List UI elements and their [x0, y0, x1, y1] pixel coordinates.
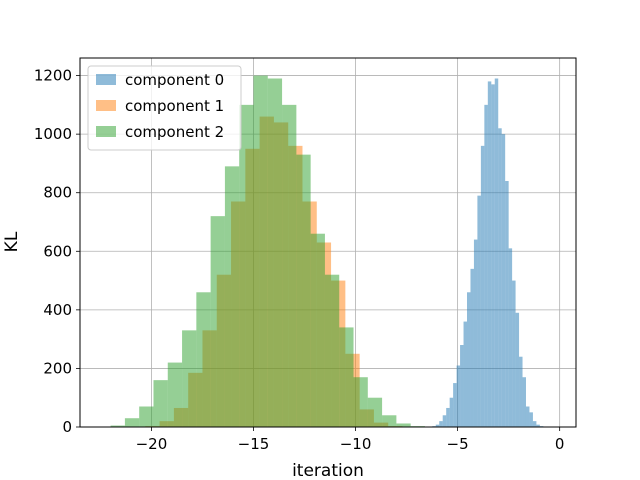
x-tick-label: 0	[555, 435, 565, 453]
histogram-bar	[536, 424, 540, 427]
histogram-bar	[446, 407, 450, 427]
y-tick-label: 0	[62, 418, 72, 436]
histogram-bar	[519, 356, 523, 427]
legend-swatch	[96, 126, 116, 137]
histogram-bar	[529, 412, 533, 427]
histogram-bar	[324, 274, 340, 427]
histogram-bar	[515, 312, 520, 427]
y-axis-label: KL	[2, 231, 22, 252]
histogram-bar	[367, 397, 383, 427]
histogram-bar	[522, 377, 526, 427]
histogram-bar	[473, 239, 478, 427]
histogram-bar	[505, 181, 509, 427]
x-tick-label: −5	[447, 435, 469, 453]
legend-box	[87, 65, 242, 151]
legend-swatch	[96, 100, 116, 111]
histogram-bar	[253, 75, 268, 428]
histogram-bar	[296, 154, 311, 427]
histogram-bar	[267, 78, 283, 427]
histogram-bar	[477, 195, 481, 427]
histogram-bar	[467, 292, 471, 427]
legend-label: component 1	[125, 97, 224, 115]
histogram-bar	[449, 397, 454, 427]
histogram-bar	[480, 145, 485, 427]
legend: component 0 component 1 component 2	[87, 65, 242, 151]
series-0-bars	[432, 78, 561, 428]
histogram-bar	[460, 345, 464, 427]
histogram-bar	[396, 423, 411, 427]
histogram-bar	[124, 418, 140, 427]
histogram-bar	[494, 78, 499, 427]
histogram-bar	[491, 84, 495, 427]
legend-swatch	[96, 74, 116, 85]
histogram-bar	[182, 330, 197, 427]
histogram-bar	[525, 406, 530, 427]
y-tick-label: 800	[43, 184, 72, 202]
y-tick-label: 1000	[34, 125, 72, 143]
histogram-bar	[153, 380, 168, 427]
histogram-bar	[139, 406, 154, 427]
histogram-bar	[435, 424, 440, 427]
histogram-bar	[508, 248, 513, 427]
histogram-bar	[439, 421, 443, 427]
histogram-bar	[110, 425, 125, 427]
axis-ticks: −20 −15 −10 −5 0 0 200 400 600 800 1000 1200	[34, 67, 565, 453]
y-tick-label: 400	[43, 301, 72, 319]
histogram-bar	[442, 415, 447, 427]
plot-frame	[79, 57, 577, 428]
histogram-bar	[498, 128, 502, 428]
histogram-bar	[501, 134, 506, 427]
histogram-bar	[239, 104, 254, 427]
histogram-bar	[310, 233, 325, 427]
histogram-bar	[224, 166, 240, 427]
y-tick-label: 200	[43, 359, 72, 377]
x-axis-label: iteration	[292, 461, 364, 480]
histogram-bar	[339, 327, 354, 427]
histogram-bar	[512, 280, 516, 427]
histogram-bar	[456, 365, 461, 427]
x-tick-label: −10	[340, 435, 372, 453]
histogram-bar	[210, 216, 225, 427]
histogram-bar	[282, 104, 297, 427]
histogram-bar	[532, 421, 537, 427]
legend-label: component 2	[125, 123, 224, 141]
histogram-bar	[196, 292, 211, 427]
histogram-bar	[463, 321, 468, 427]
histogram-bars	[110, 75, 561, 428]
x-tick-label: −20	[136, 435, 168, 453]
series-2-bars	[110, 75, 425, 428]
histogram-bar	[453, 383, 457, 427]
histogram-bar	[484, 104, 488, 427]
histogram-bar	[353, 377, 368, 427]
y-tick-label: 600	[43, 242, 72, 260]
legend-label: component 0	[125, 71, 224, 89]
histogram-bar	[167, 362, 183, 427]
x-tick-label: −15	[238, 435, 270, 453]
histogram-bar	[487, 81, 492, 427]
y-tick-label: 1200	[34, 67, 72, 85]
histogram-bar	[470, 268, 474, 427]
histogram-bar	[382, 415, 397, 427]
